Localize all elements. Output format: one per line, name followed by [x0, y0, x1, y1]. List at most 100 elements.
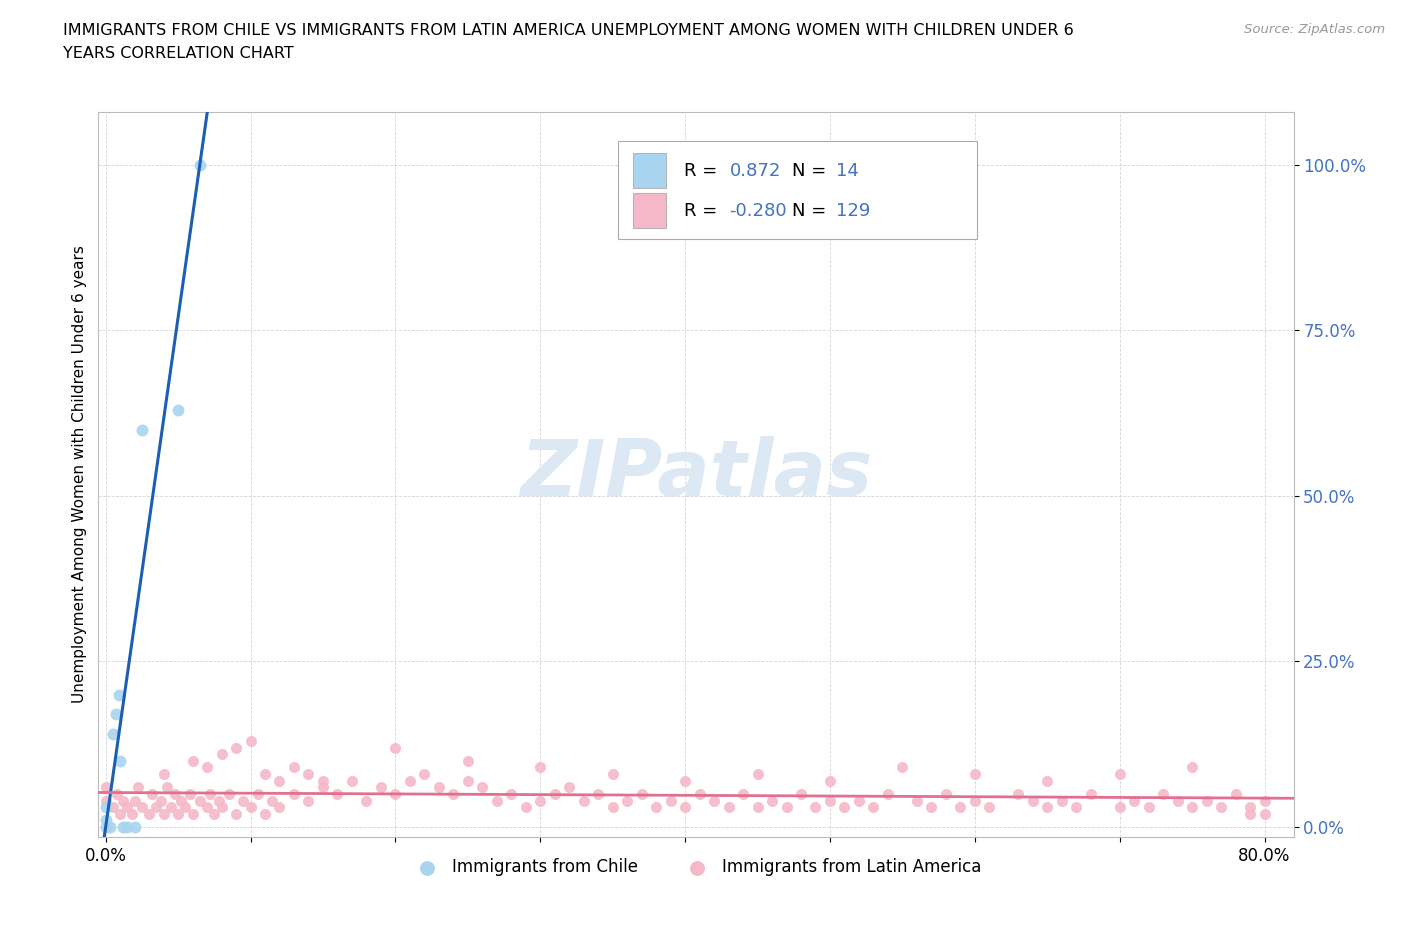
Point [790, 787, 813, 802]
Point [101, 800, 124, 815]
Point [848, 793, 870, 808]
Point [112, 819, 135, 834]
Text: N =: N = [792, 203, 831, 220]
Point [515, 800, 537, 815]
Point [384, 740, 406, 755]
Text: 14: 14 [835, 163, 859, 180]
Point [1239, 806, 1261, 821]
Point [149, 793, 172, 808]
Point [963, 766, 986, 781]
Bar [633, 153, 666, 188]
Point [413, 766, 436, 781]
Point [312, 780, 335, 795]
Point [645, 800, 668, 815]
Point [761, 793, 783, 808]
Point [124, 793, 146, 808]
Point [283, 760, 305, 775]
FancyBboxPatch shape [619, 140, 977, 239]
Point [208, 793, 231, 808]
Text: R =: R = [685, 203, 723, 220]
Point [1007, 787, 1029, 802]
Point [108, 753, 131, 768]
Point [731, 787, 754, 802]
Point [181, 753, 204, 768]
Point [1022, 793, 1045, 808]
Point [558, 780, 581, 795]
Point [1239, 800, 1261, 815]
Text: Source: ZipAtlas.com: Source: ZipAtlas.com [1244, 23, 1385, 36]
Point [211, 800, 233, 815]
Point [673, 800, 696, 815]
Point [1225, 787, 1247, 802]
Point [747, 800, 769, 815]
Point [1152, 787, 1174, 802]
Point [370, 780, 392, 795]
Point [145, 800, 167, 815]
Point [441, 787, 464, 802]
Point [471, 780, 494, 795]
Text: YEARS CORRELATION CHART: YEARS CORRELATION CHART [63, 46, 294, 61]
Point [269, 773, 291, 788]
Point [1050, 793, 1073, 808]
Point [485, 793, 508, 808]
Point [1108, 800, 1130, 815]
Point [269, 800, 291, 815]
Point [112, 793, 135, 808]
Point [427, 780, 450, 795]
Point [195, 800, 218, 815]
Text: 0.872: 0.872 [730, 163, 780, 180]
Point [920, 800, 942, 815]
Point [246, 787, 269, 802]
Point [1181, 800, 1204, 815]
Point [94, 793, 117, 808]
Point [179, 787, 201, 802]
Point [108, 806, 131, 821]
Point [117, 819, 139, 834]
Point [152, 806, 174, 821]
Point [283, 787, 305, 802]
Point [253, 806, 276, 821]
Point [167, 403, 190, 418]
Point [689, 787, 711, 802]
Point [834, 800, 856, 815]
Point [131, 800, 153, 815]
Point [253, 766, 276, 781]
Point [198, 787, 221, 802]
Point [160, 800, 183, 815]
Point [174, 800, 197, 815]
Point [312, 773, 335, 788]
Point [572, 793, 595, 808]
Point [804, 800, 827, 815]
Point [117, 800, 139, 815]
Point [1181, 760, 1204, 775]
Point [963, 793, 986, 808]
Point [202, 806, 225, 821]
Point [181, 806, 204, 821]
Point [121, 806, 143, 821]
Y-axis label: Unemployment Among Women with Children Under 6 years: Unemployment Among Women with Children U… [72, 246, 87, 703]
Point [94, 813, 117, 828]
Point [501, 787, 523, 802]
Point [340, 773, 363, 788]
Point [949, 800, 972, 815]
Point [141, 787, 163, 802]
Point [1108, 766, 1130, 781]
Point [326, 787, 349, 802]
Point [818, 793, 841, 808]
Point [225, 740, 247, 755]
Point [1209, 800, 1232, 815]
Point [818, 773, 841, 788]
Point [775, 800, 797, 815]
Point [218, 787, 240, 802]
Point [107, 687, 129, 702]
Legend: Immigrants from Chile, Immigrants from Latin America: Immigrants from Chile, Immigrants from L… [404, 852, 988, 883]
Text: R =: R = [685, 163, 723, 180]
Point [94, 780, 117, 795]
Point [1195, 793, 1218, 808]
Point [1253, 793, 1275, 808]
Point [384, 787, 406, 802]
Point [529, 760, 551, 775]
Point [127, 780, 149, 795]
Text: -0.280: -0.280 [730, 203, 787, 220]
Point [167, 806, 190, 821]
